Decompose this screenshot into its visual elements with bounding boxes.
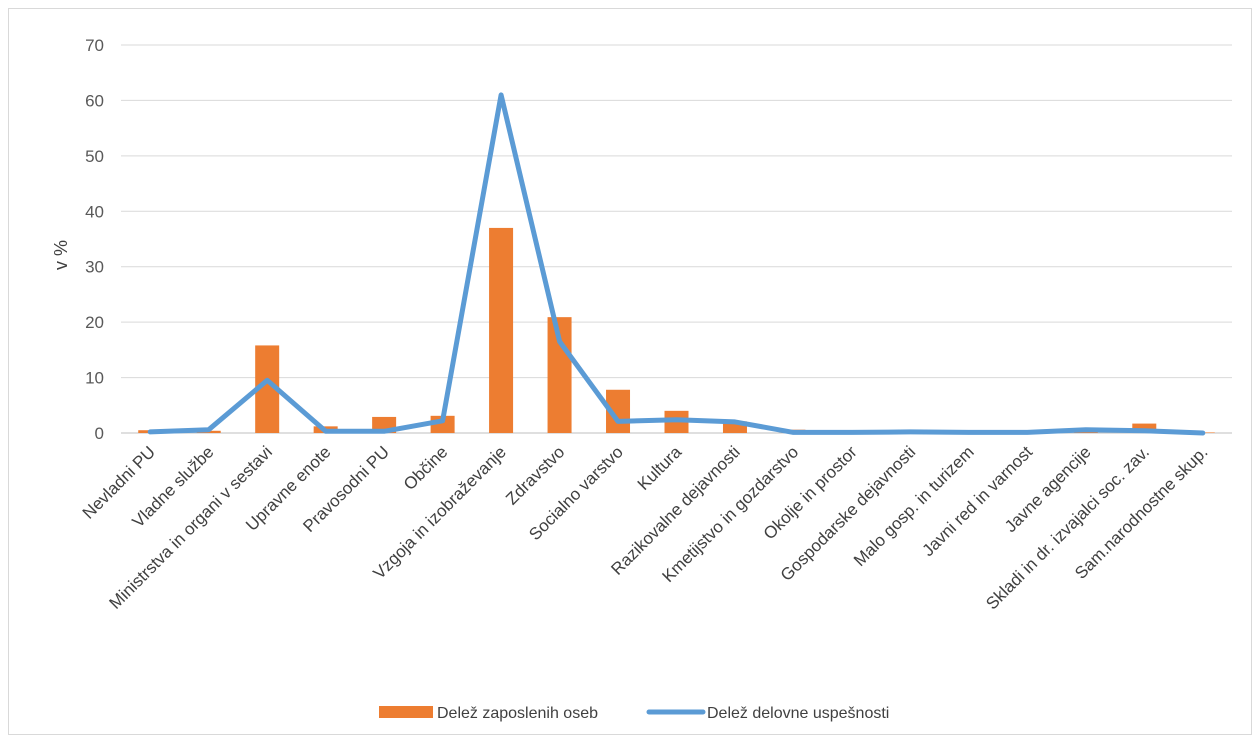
legend-label-line: Delež delovne uspešnosti bbox=[707, 705, 889, 722]
x-tick-label: Občine bbox=[400, 442, 452, 494]
y-tick-label: 20 bbox=[85, 313, 104, 332]
bar bbox=[722, 421, 747, 433]
y-tick-label: 50 bbox=[85, 147, 104, 166]
x-tick-label: Kultura bbox=[634, 442, 686, 494]
gridlines bbox=[121, 44, 1232, 434]
y-axis-title: v % bbox=[51, 240, 71, 270]
y-tick-label: 60 bbox=[85, 91, 104, 110]
y-tick-label: 0 bbox=[95, 424, 104, 443]
y-tick-label: 30 bbox=[85, 258, 104, 277]
y-tick-label: 10 bbox=[85, 369, 104, 388]
legend: Delež zaposlenih oseb Delež delovne uspe… bbox=[379, 705, 889, 722]
series-line bbox=[147, 92, 1206, 436]
y-tick-label: 40 bbox=[85, 202, 104, 221]
y-tick-label: 70 bbox=[85, 36, 104, 55]
legend-swatch-bar bbox=[379, 706, 433, 718]
bar bbox=[489, 227, 514, 433]
bar-series bbox=[138, 227, 1215, 433]
y-axis-ticks: 0 10 20 30 40 50 60 70 bbox=[85, 36, 104, 443]
x-tick-label: Javni red in varnost bbox=[919, 442, 1037, 560]
legend-label-bar: Delež zaposlenih oseb bbox=[437, 705, 598, 722]
chart-frame: 0 10 20 30 40 50 60 70 Nevladni PU Vladne službe… bbox=[8, 8, 1252, 735]
bar bbox=[1132, 423, 1157, 433]
line-series bbox=[147, 92, 1206, 436]
